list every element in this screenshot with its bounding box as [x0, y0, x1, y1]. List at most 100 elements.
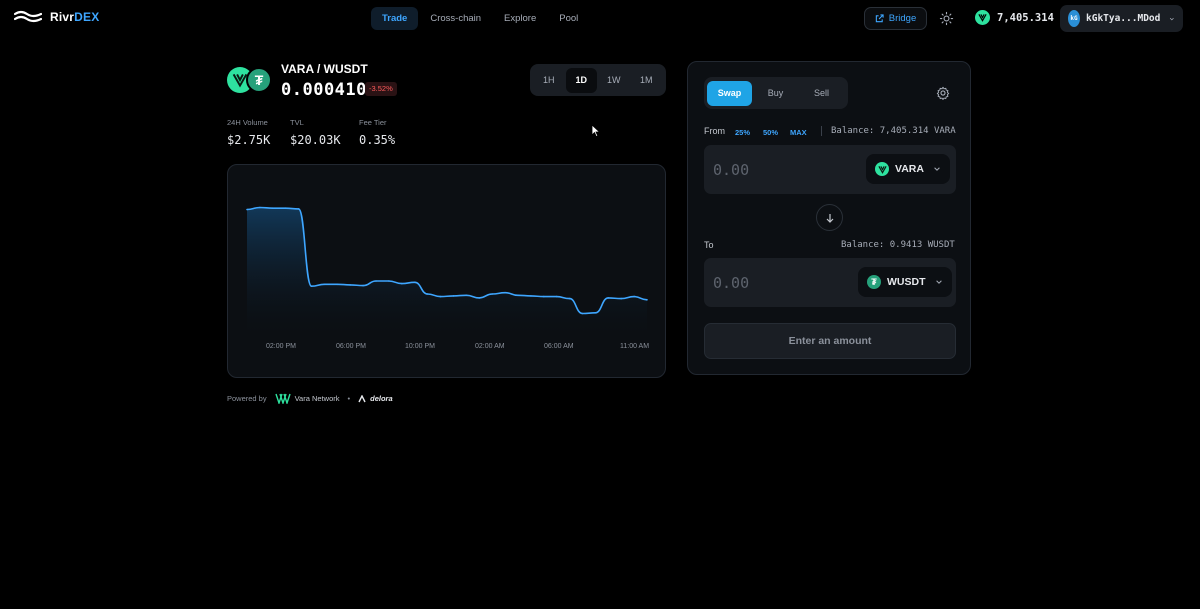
nav-cross-chain[interactable]: Cross-chain [430, 13, 482, 24]
swap-tabs: Swap Buy Sell [704, 77, 848, 109]
avatar: kG [1068, 10, 1080, 27]
chart-point [426, 293, 429, 295]
stat-value: 0.35% [359, 133, 396, 147]
chart-point [452, 295, 455, 297]
pct-25-button[interactable]: 25% [735, 128, 751, 137]
nav-pool[interactable]: Pool [559, 13, 579, 24]
chart-point [607, 297, 610, 299]
chart-point [284, 207, 287, 209]
chart-point [362, 284, 364, 287]
timeframe-1d[interactable]: 1D [565, 67, 597, 93]
chart-point [543, 295, 545, 298]
pct-50-button[interactable]: 50% [763, 128, 779, 137]
to-label: To [704, 240, 714, 250]
vara-icon [975, 10, 990, 25]
chart-point [594, 312, 597, 314]
sun-icon[interactable] [939, 11, 954, 26]
chart-point [439, 295, 442, 298]
external-link-icon [875, 14, 884, 23]
stat-tvl: TVL $20.03K [290, 118, 341, 147]
chart-point [478, 297, 481, 299]
flip-direction-button[interactable] [816, 204, 843, 231]
bridge-label: Bridge [888, 13, 917, 24]
nav-explore[interactable]: Explore [504, 13, 537, 24]
timeframe-1h[interactable]: 1H [542, 74, 555, 85]
from-token-label: VARA [895, 163, 924, 175]
stat-value: $2.75K [227, 133, 271, 147]
to-amount-input[interactable] [713, 273, 843, 293]
timeframe-1m[interactable]: 1M [639, 74, 653, 85]
to-balance: Balance: 0.9413 WUSDT [841, 240, 955, 250]
tab-sell[interactable]: Sell [813, 87, 829, 98]
rivrdex-logo[interactable]: RivrDEX [14, 10, 99, 24]
delora-label: delora [370, 394, 393, 403]
x-tick-label: 02:00 PM [266, 343, 296, 350]
price-change-badge: -3.52% [365, 82, 397, 96]
max-button[interactable]: MAX [790, 128, 807, 137]
vara-network-link[interactable]: Vara Network [274, 393, 340, 404]
arrow-down-icon [826, 213, 833, 223]
to-amount-box: ₮ WUSDT [704, 258, 956, 307]
chart-point [620, 297, 622, 300]
chevron-down-icon [935, 280, 942, 284]
from-amount-input[interactable] [713, 160, 843, 180]
stat-label: Fee Tier [359, 118, 387, 127]
delora-link[interactable]: delora [358, 394, 393, 403]
chart-point [259, 206, 261, 209]
rivrdex-wave-icon [14, 10, 42, 23]
stat-label: 24H Volume [227, 118, 268, 127]
wallet-balance: 7,405.314 [975, 10, 1054, 25]
x-tick-label: 11:00 AM [620, 343, 650, 350]
account-button[interactable]: kG kGkTya...MDod [1060, 5, 1183, 32]
to-token-label: WUSDT [887, 276, 926, 288]
vara-network-logo-icon [274, 393, 291, 404]
chart-point [504, 291, 506, 294]
stat-value: $20.03K [290, 133, 341, 147]
footer-separator: • [347, 394, 351, 403]
powered-by-label: Powered by [227, 394, 267, 403]
top-navbar: RivrDEX Trade Cross-chain Explore Pool B… [0, 0, 1200, 38]
tab-swap[interactable]: Swap [707, 80, 752, 106]
logo-text: RivrDEX [50, 10, 100, 24]
to-token-select[interactable]: ₮ WUSDT [858, 267, 952, 297]
gear-icon[interactable] [936, 86, 950, 100]
x-tick-label: 10:00 PM [405, 343, 435, 350]
main-nav: Trade Cross-chain Explore Pool [371, 7, 590, 30]
tether-icon: ₮ [246, 67, 272, 93]
pair-price: 0.000410 [281, 80, 367, 100]
chart-point [297, 208, 300, 210]
chart-point [555, 295, 558, 298]
chart-point [375, 280, 377, 282]
price-chart[interactable]: 02:00 PM 06:00 PM 10:00 PM 02:00 AM 06:00 AM… [227, 164, 666, 378]
from-amount-box: VARA [704, 145, 956, 194]
chart-point [272, 207, 274, 209]
enter-amount-button[interactable]: Enter an amount [704, 323, 956, 359]
chart-point [401, 282, 403, 285]
powered-by: Powered by Vara Network • delora [227, 393, 393, 404]
wallet-balance-value: 7,405.314 [997, 11, 1054, 24]
tab-buy[interactable]: Buy [767, 87, 784, 98]
swap-panel: Swap Buy Sell From 25% 50% MAX Balance: … [687, 61, 971, 375]
timeframe-1w[interactable]: 1W [607, 74, 621, 85]
chevron-down-icon [934, 167, 940, 171]
from-label: From [704, 126, 725, 136]
chart-point [568, 297, 571, 300]
bridge-button[interactable]: Bridge [864, 7, 927, 30]
x-tick-label: 06:00 PM [336, 343, 366, 350]
mouse-cursor-icon [591, 124, 601, 138]
chart-point [413, 281, 416, 284]
x-tick-label: 06:00 AM [544, 343, 574, 350]
nav-trade[interactable]: Trade [371, 7, 419, 30]
stat-24h-volume: 24H Volume $2.75K [227, 118, 270, 147]
chart-point [323, 283, 326, 286]
chart-point [530, 295, 532, 297]
price-chart-svg [246, 206, 648, 333]
stat-fee-tier: Fee Tier 0.35% [359, 118, 395, 147]
delora-logo-icon [358, 394, 366, 402]
from-token-select[interactable]: VARA [866, 154, 950, 184]
chart-point [246, 208, 248, 211]
chevron-down-icon [1170, 17, 1175, 20]
chart-point [646, 299, 648, 301]
chart-point [349, 284, 351, 286]
chart-area-fill [247, 207, 647, 333]
